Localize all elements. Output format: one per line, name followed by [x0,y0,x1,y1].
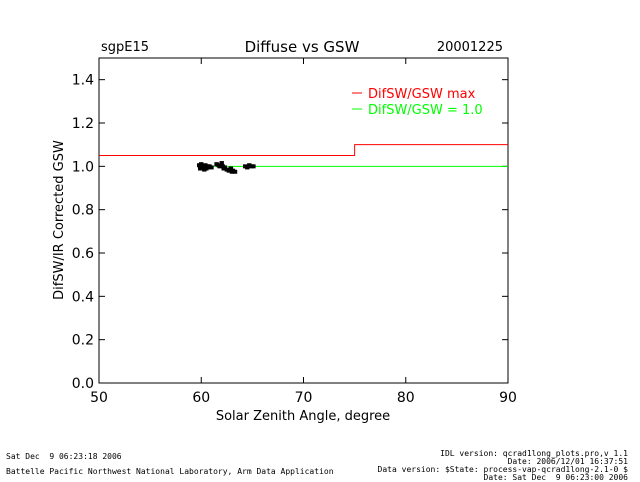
data-point [219,161,224,166]
chart-title: Diffuse vs GSW [245,38,360,56]
data-point [245,165,250,170]
y-tick-label: 1.0 [72,159,94,175]
y-tick-label: 1.2 [72,116,94,132]
footer-right-line-2: Date: 2006/12/01 16:37:51 [507,457,628,466]
y-tick-label: 0.4 [72,289,94,305]
legend-label: DifSW/GSW max [368,87,476,102]
date-label: 20001225 [437,40,503,55]
x-tick-label: 70 [295,390,313,406]
y-tick-label: 0.0 [72,376,94,392]
legend-label: DifSW/GSW = 1.0 [368,103,483,118]
x-tick-label: 60 [192,390,210,406]
site-label: sgpE15 [101,40,149,55]
footer-left-org: Battelle Pacific Northwest National Labo… [6,467,334,476]
x-axis-label: Solar Zenith Angle, degree [216,409,390,424]
data-point [222,165,227,170]
y-tick-label: 0.8 [72,203,94,219]
data-point [251,164,256,169]
data-point [217,164,222,169]
footer-left-timestamp: Sat Dec 9 06:23:18 2006 [6,452,122,461]
data-point [209,165,214,170]
y-tick-label: 0.6 [72,246,94,262]
ticks-layer: 50 60 70 80 90 0.0 0.2 0.4 0.6 0.8 1.0 1.2 1.4 [72,58,517,406]
y-tick-label: 1.4 [72,73,94,89]
y-tick-label: 0.2 [72,333,94,349]
x-tick-label: 90 [499,390,517,406]
x-tick-label: 80 [397,390,415,406]
series-line-0 [99,144,508,156]
data-point [228,166,234,171]
footer-right-line-3: Data version: $State: process-vap-qcrad1… [377,465,628,474]
x-tick-label: 50 [90,390,108,406]
points-layer [197,161,256,174]
y-axis-label: DifSW/IR Corrected GSW [52,140,67,300]
footer-right-line-4: Date: Sat Dec 9 06:23:00 2006 [483,473,629,482]
data-point [199,162,204,167]
series-layer [99,144,508,167]
data-point [232,169,238,174]
footer-right-line-1: IDL version: qcrad1long_plots.pro,v 1.1 [440,449,628,458]
data-point [226,168,232,173]
